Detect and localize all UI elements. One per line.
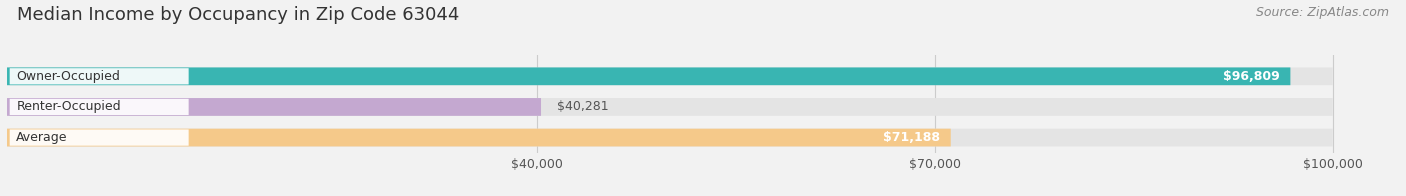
FancyBboxPatch shape — [7, 67, 1291, 85]
FancyBboxPatch shape — [7, 98, 541, 116]
Text: $40,281: $40,281 — [557, 100, 609, 113]
FancyBboxPatch shape — [10, 129, 188, 146]
FancyBboxPatch shape — [10, 99, 188, 115]
Text: Owner-Occupied: Owner-Occupied — [17, 70, 120, 83]
Text: Average: Average — [17, 131, 67, 144]
Text: $96,809: $96,809 — [1223, 70, 1279, 83]
FancyBboxPatch shape — [10, 68, 188, 84]
FancyBboxPatch shape — [7, 98, 1333, 116]
Text: Median Income by Occupancy in Zip Code 63044: Median Income by Occupancy in Zip Code 6… — [17, 6, 460, 24]
FancyBboxPatch shape — [7, 67, 1333, 85]
FancyBboxPatch shape — [7, 129, 1333, 146]
Text: Renter-Occupied: Renter-Occupied — [17, 100, 121, 113]
FancyBboxPatch shape — [7, 129, 950, 146]
Text: $71,188: $71,188 — [883, 131, 941, 144]
Text: Source: ZipAtlas.com: Source: ZipAtlas.com — [1256, 6, 1389, 19]
